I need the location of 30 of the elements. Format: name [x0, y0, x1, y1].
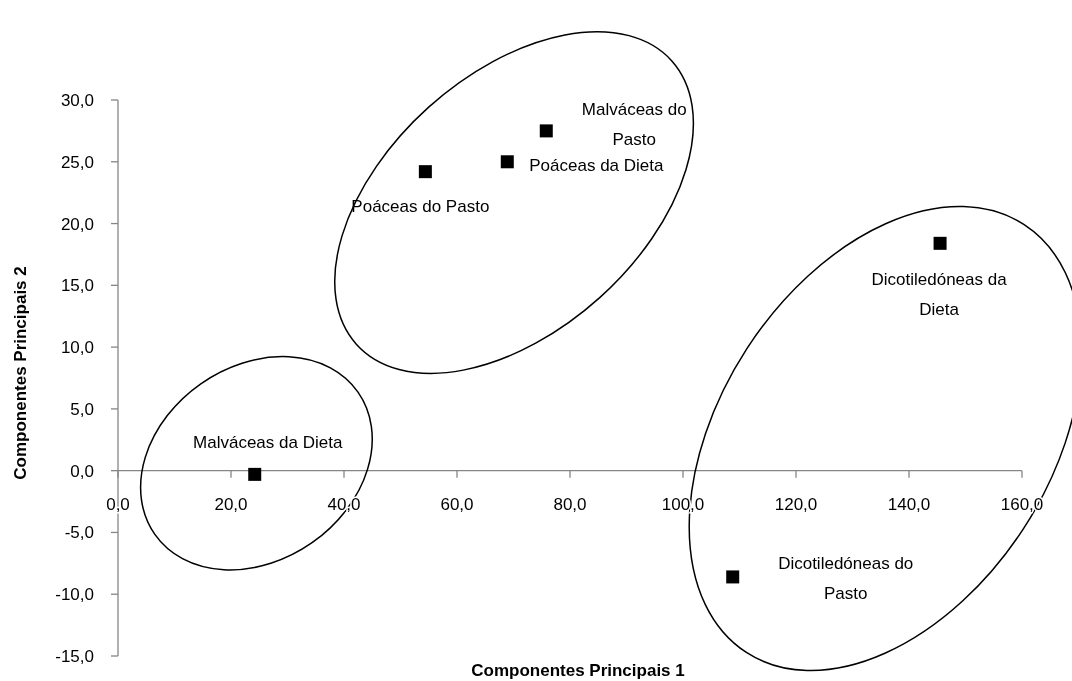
point [539, 124, 553, 138]
x-tick-label: 20,0 [214, 494, 248, 514]
y-axis-title: Componentes Principais 2 [11, 266, 30, 480]
y-tick-label: -10,0 [55, 585, 94, 605]
annotation: Dicotiledóneas da Dieta [871, 270, 1008, 320]
y-tick-label: 15,0 [60, 276, 94, 296]
annotation: Malváceas do Pasto [581, 99, 687, 149]
x-tick-label: 80,0 [553, 494, 587, 514]
y-tick-label: 25,0 [60, 152, 94, 172]
x-axis-title: Componentes Principais 1 [471, 661, 685, 680]
point [248, 467, 262, 481]
y-tick-label: 20,0 [60, 214, 94, 234]
annotation: Poáceas do Pasto [351, 196, 490, 216]
x-tick-label: 0,0 [106, 494, 130, 514]
y-tick-label: 0,0 [70, 461, 94, 481]
annotation: Malváceas da Dieta [193, 433, 343, 453]
y-tick-label: 10,0 [60, 338, 94, 358]
point [726, 570, 740, 584]
point [500, 155, 514, 169]
y-tick-label: 30,0 [60, 90, 94, 110]
x-tick-label: 140,0 [887, 494, 931, 514]
y-tick-label: -5,0 [64, 523, 94, 543]
point [418, 165, 432, 179]
x-tick-label: 60,0 [440, 494, 474, 514]
annotation: Dicotiledóneas do Pasto [778, 553, 914, 603]
y-tick-label: -15,0 [55, 646, 94, 666]
annotation: Poáceas da Dieta [529, 155, 665, 175]
point [933, 236, 947, 250]
y-tick-label: 5,0 [70, 399, 94, 419]
x-tick-label: 120,0 [774, 494, 818, 514]
